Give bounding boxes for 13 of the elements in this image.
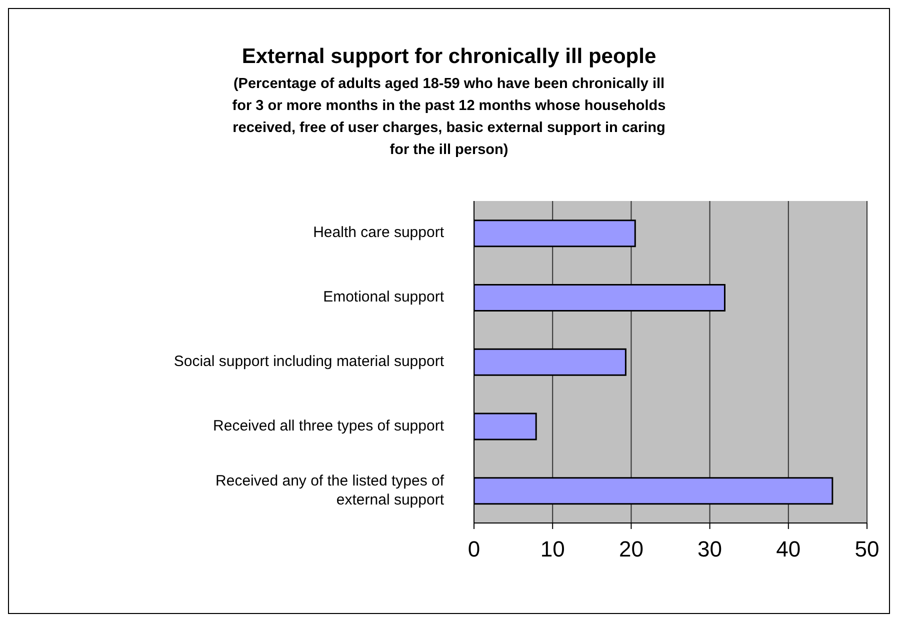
y-tick-label: Emotional support xyxy=(323,288,445,306)
y-tick-label: Received all three types of support xyxy=(213,417,445,434)
x-tick-label: 40 xyxy=(776,536,801,562)
y-tick-label: Social support including material support xyxy=(174,352,445,370)
x-tick-label: 10 xyxy=(540,536,565,562)
x-tick-label: 0 xyxy=(468,536,480,562)
x-tick-label: 50 xyxy=(854,536,880,562)
chart-title: External support for chronically ill people xyxy=(240,45,658,69)
x-tick-label: 20 xyxy=(618,536,644,562)
x-tick-label: 30 xyxy=(698,536,722,562)
y-tick-label: Health care support xyxy=(313,224,445,242)
chart-subtitle: (Percentage of adults aged 18-59 who have been chronically ill for 3 or more months in the past 12 months whose households received, free of user charges, basic external support in caring for the ill person) xyxy=(231,75,667,160)
y-tick-label: Received any of the listed types of external support xyxy=(216,472,445,508)
